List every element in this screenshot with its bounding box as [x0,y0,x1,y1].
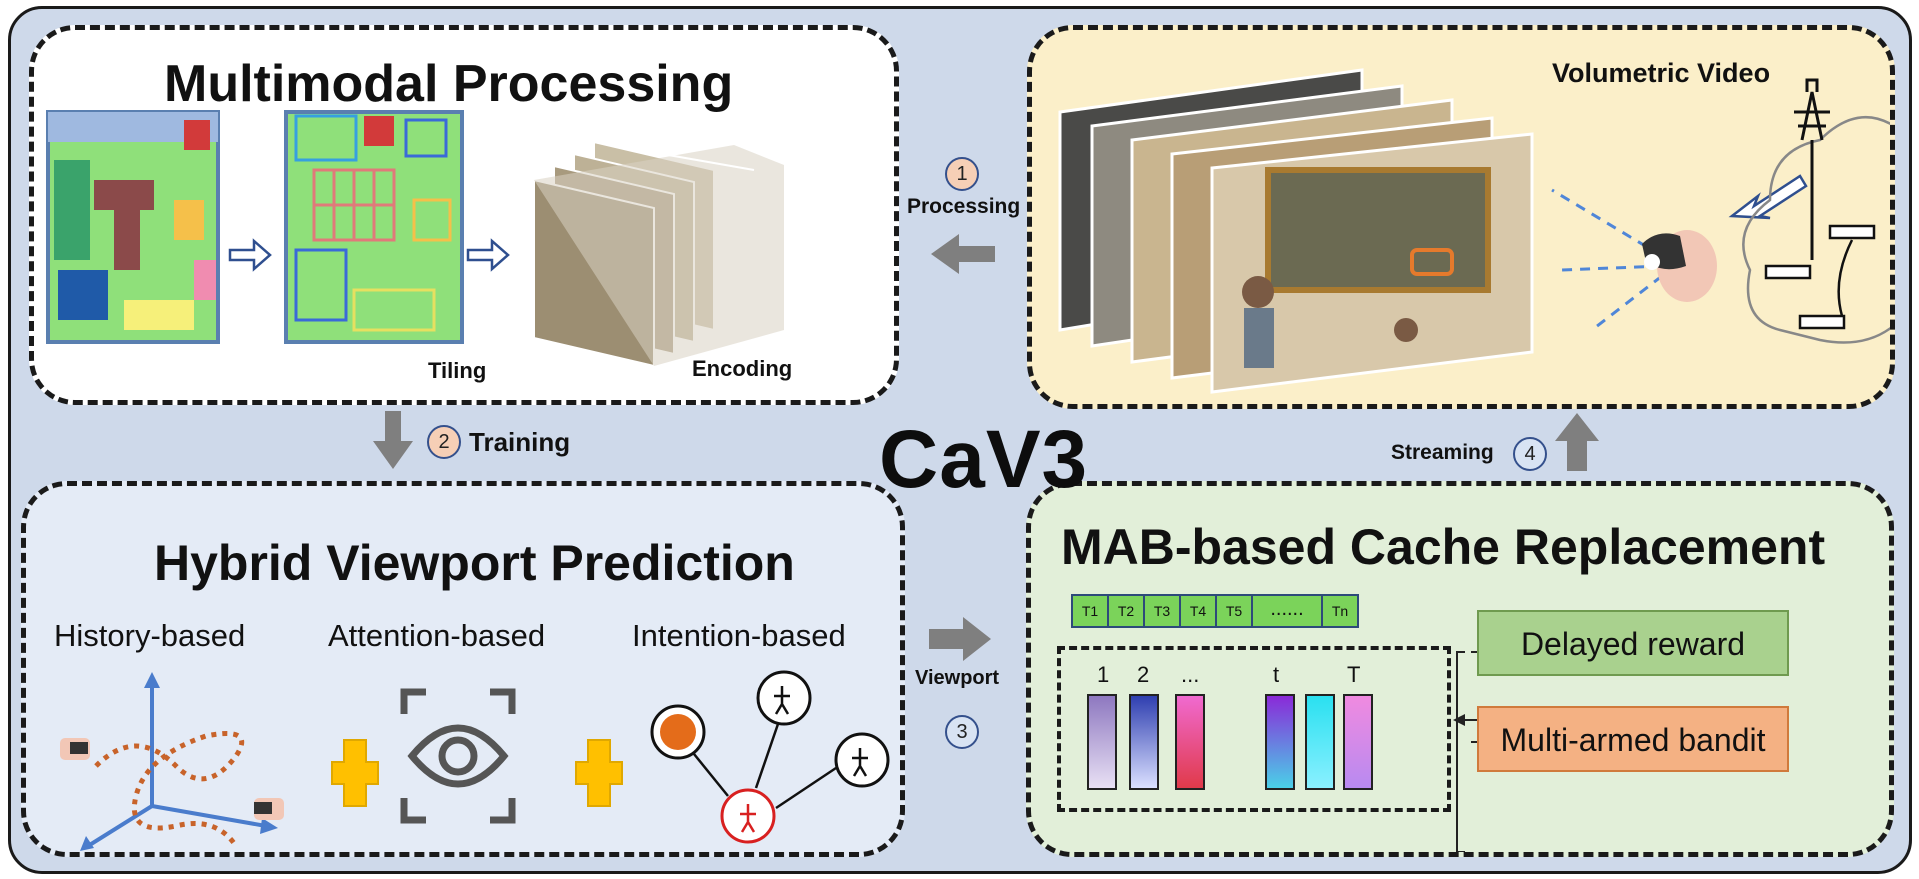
bar-label: T [1347,662,1361,687]
multimodal-illustration [46,110,784,368]
bar-label: t [1273,662,1280,687]
mab-cache-replacement-panel: MAB-based Cache Replacement T1 T2 T3 T4 … [1026,481,1894,857]
sequence-tile: ...... [1251,594,1323,628]
step-2-badge: 2 [427,425,461,459]
step-4-badge: 4 [1513,437,1547,471]
delayed-reward-box: Delayed reward [1477,610,1789,676]
intention-graph-icon [650,670,890,844]
center-title: CaV3 [879,414,1089,505]
sequence-tile: Tn [1321,594,1359,628]
bar-label: 2 [1137,662,1150,687]
viewport-arrow-icon [929,617,991,661]
processing-arrow-icon [931,234,995,274]
tiling-label: Tiling [428,358,487,383]
training-arrow-icon [373,411,413,469]
eye-attention-icon [400,688,516,824]
sequence-tile: T1 [1071,594,1109,628]
multimodal-title: Multimodal Processing [164,55,734,113]
intention-based-label: Intention-based [632,618,846,653]
trajectory-axes-icon [60,672,284,851]
cache-bar [1175,694,1205,790]
cache-bar [1129,694,1159,790]
step-2-label: Training [469,427,571,457]
hollow-arrow-icon [228,238,272,272]
streaming-arrow-icon [1555,413,1599,471]
hybrid-illustration [60,670,890,851]
bar-label: ... [1181,662,1200,687]
multimodal-processing-panel: Multimodal Processing [29,25,899,405]
hybrid-viewport-prediction-panel: Hybrid Viewport Prediction History-based… [21,481,905,857]
cache-bar [1343,694,1373,790]
step-3-label: Viewport [915,667,1000,689]
floorplan-image [46,110,220,344]
hybrid-title: Hybrid Viewport Prediction [154,535,795,591]
hollow-arrow-icon [466,238,510,272]
cloud-server-icon [1742,78,1890,344]
step-3-badge: 3 [945,715,979,749]
step-1-badge: 1 [945,157,979,191]
diagram-frame: Multimodal Processing [8,6,1912,874]
plus-icon [575,739,623,807]
encoded-frames-image [533,140,784,368]
history-based-label: History-based [54,618,246,653]
volumetric-title: Volumetric Video [1552,58,1771,88]
bar-label: 1 [1097,662,1110,687]
flow-arrows [373,234,1599,661]
encoding-label: Encoding [692,356,793,381]
tiled-floorplan-image [284,110,464,344]
plus-icon [331,739,379,807]
volumetric-illustration [1058,68,1890,394]
vr-headset-user-icon [1642,230,1717,302]
multi-armed-bandit-box: Multi-armed bandit [1477,706,1789,772]
sequence-tile: T5 [1215,594,1253,628]
cache-bars-box: 1 2 ... t T [1057,646,1451,812]
cache-bar [1265,694,1295,790]
mab-title: MAB-based Cache Replacement [1061,519,1826,575]
step-1-label: Processing [907,195,1021,218]
step-4-label: Streaming [1391,441,1494,464]
cache-bar [1087,694,1117,790]
volumetric-video-panel: Volumetric Video [1027,25,1895,409]
attention-based-label: Attention-based [328,618,546,653]
cache-bar [1305,694,1335,790]
video-frames-image [1058,68,1534,394]
